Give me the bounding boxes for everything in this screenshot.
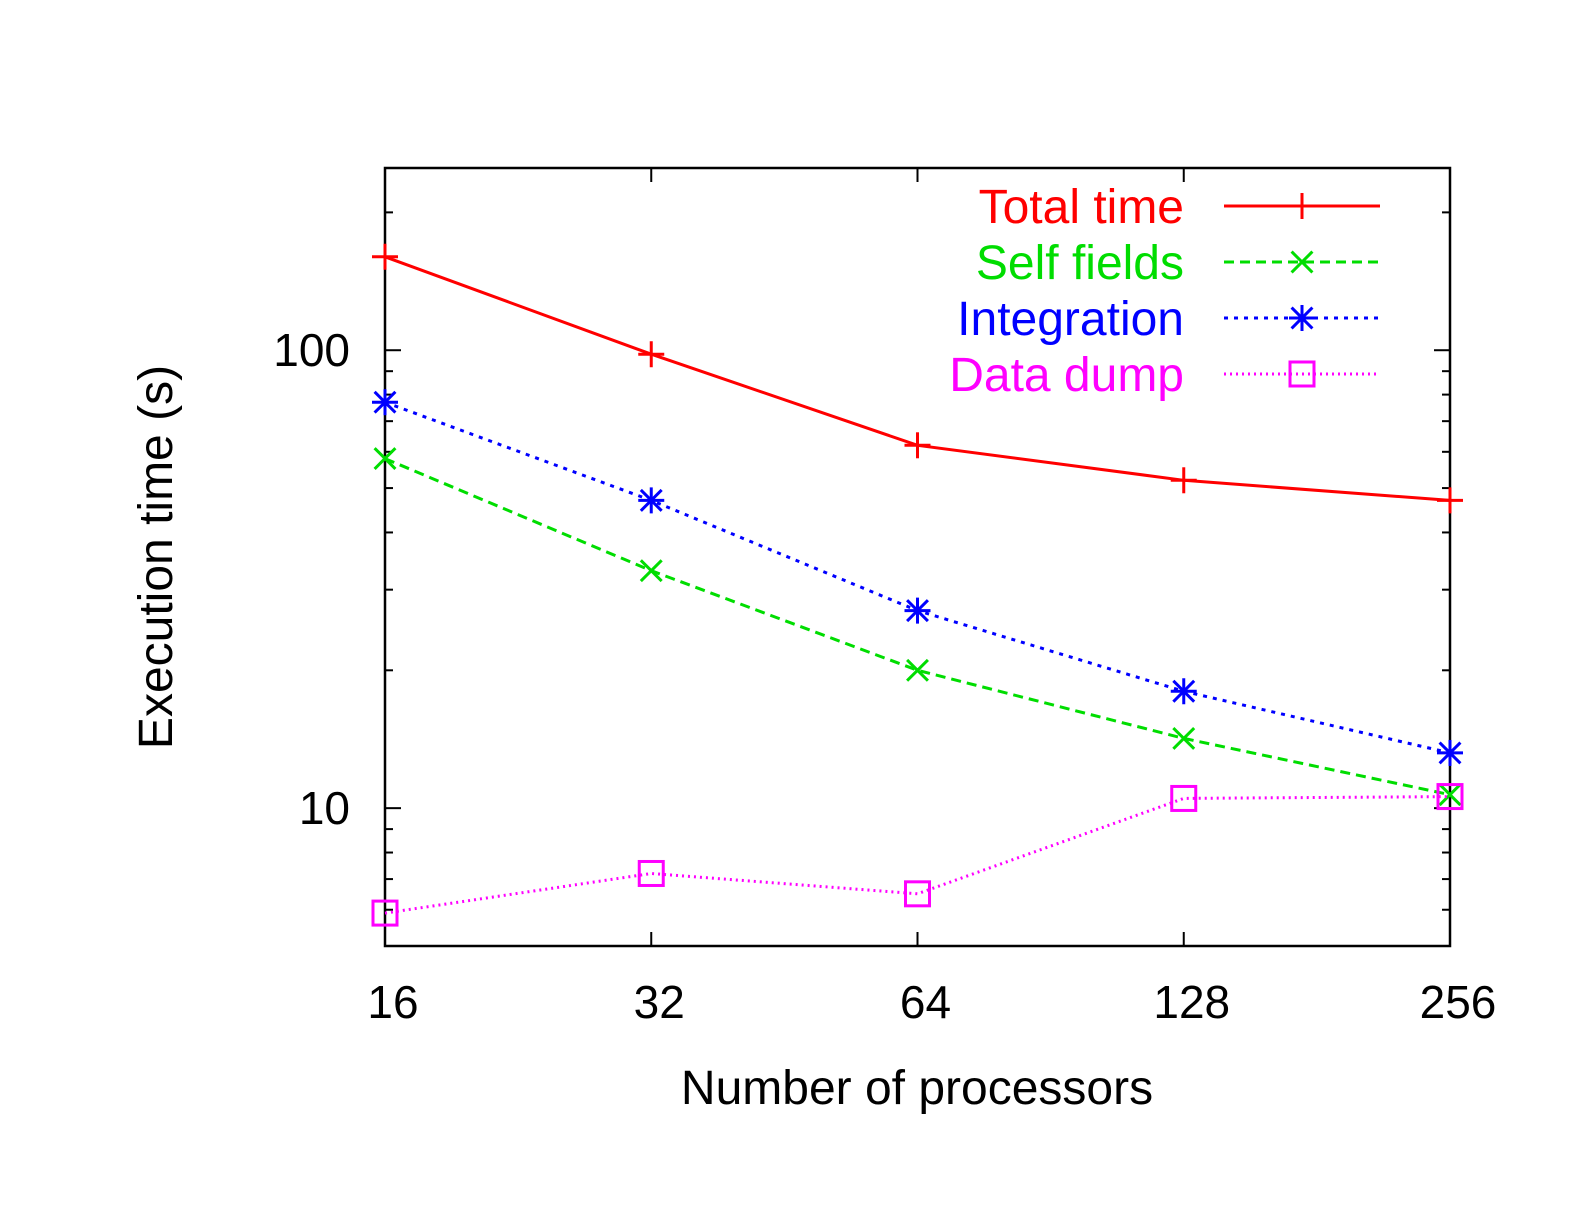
- x-tick-label: 32: [634, 976, 685, 1028]
- y-tick-label: 100: [273, 324, 350, 376]
- data-point-self-fields: [639, 559, 663, 583]
- data-point-data-dump: [1436, 783, 1464, 811]
- data-point-integration: [372, 389, 398, 416]
- data-point-data-dump: [637, 859, 665, 887]
- x-tick-label: 256: [1420, 976, 1497, 1028]
- data-point-self-fields: [373, 447, 397, 471]
- legend-marker-integration: [1289, 305, 1315, 331]
- data-point-total-time: [638, 341, 665, 368]
- data-point-total-time: [904, 432, 931, 459]
- axis-ticks: 16 32 64 128 256 10 100: [273, 168, 1496, 1028]
- y-axis-title: Execution time (s): [130, 365, 183, 749]
- series-line-self-fields: [384, 457, 1451, 797]
- plot-frame: [383, 166, 1452, 948]
- data-point-integration: [1437, 739, 1463, 766]
- legend-label-total-time: Total time: [979, 181, 1184, 234]
- data-point-integration: [638, 487, 665, 514]
- legend-label-self-fields: Self fields: [976, 237, 1184, 290]
- data-point-integration: [1170, 678, 1197, 705]
- series-line-data-dump: [384, 795, 1451, 915]
- legend-label-data-dump: Data dump: [949, 349, 1184, 402]
- x-tick-label: 128: [1153, 976, 1230, 1028]
- legend-label-integration: Integration: [957, 293, 1184, 346]
- data-point-total-time: [1437, 487, 1463, 514]
- legend-marker-data-dump: [1288, 360, 1316, 388]
- data-point-data-dump: [371, 899, 399, 927]
- data-point-integration: [904, 597, 931, 624]
- data-point-self-fields: [906, 658, 929, 682]
- series-layer: [371, 243, 1464, 927]
- data-point-self-fields: [1172, 726, 1196, 750]
- legend-marker-self-fields: [1290, 250, 1314, 274]
- x-tick-label: 16: [367, 976, 418, 1028]
- data-point-data-dump: [904, 880, 931, 908]
- x-axis-title: Number of processors: [681, 1062, 1153, 1115]
- data-point-self-fields: [1438, 783, 1462, 807]
- data-point-data-dump: [1170, 784, 1198, 812]
- x-tick-label: 64: [900, 976, 951, 1028]
- y-tick-label: 10: [299, 782, 350, 834]
- data-point-total-time: [372, 243, 398, 270]
- data-point-total-time: [1170, 467, 1197, 494]
- legend-marker-total-time: [1289, 193, 1315, 219]
